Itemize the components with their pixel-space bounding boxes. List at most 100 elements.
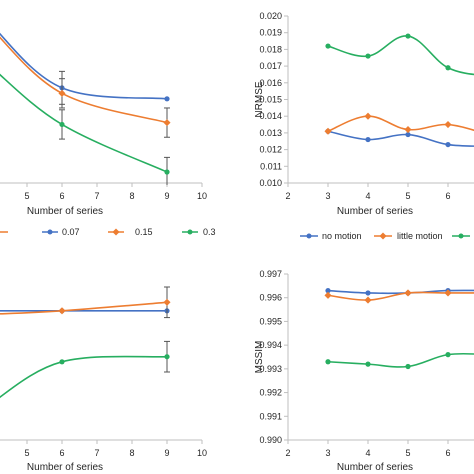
y-tick-label: 0.020 bbox=[259, 11, 282, 21]
x-tick-label: 5 bbox=[24, 191, 29, 201]
y-axis-label: MSSIM bbox=[254, 341, 265, 374]
legend-item: 0.15 bbox=[108, 227, 153, 237]
series-little-motion bbox=[324, 289, 474, 304]
plot-area bbox=[0, 286, 171, 399]
data-point bbox=[444, 289, 452, 297]
y-tick-label: 0.995 bbox=[259, 316, 282, 326]
y-axis-label: NRMSE bbox=[254, 81, 265, 117]
y-tick-label: 0.992 bbox=[259, 388, 282, 398]
chart-panel-bottom-right: 2 3 4 5 6 0.990 0.991 0.992 0.993 0.994 0.995 0.996… bbox=[254, 269, 474, 473]
legend-marker bbox=[379, 232, 387, 240]
y-tick-label: 0.994 bbox=[259, 340, 282, 350]
legend-item: 0.07 bbox=[42, 227, 80, 237]
legend-item bbox=[452, 233, 470, 239]
x-axis-label: Number of series bbox=[337, 206, 413, 217]
chart-panel-top-left: 5 6 7 8 9 10 Number of series bbox=[0, 32, 207, 217]
legend-marker bbox=[187, 229, 193, 235]
data-point bbox=[365, 53, 371, 59]
data-point bbox=[164, 169, 170, 175]
data-point bbox=[445, 65, 451, 71]
legend-label: little motion bbox=[397, 231, 443, 241]
data-point bbox=[59, 359, 65, 365]
data-point bbox=[365, 361, 371, 367]
data-point bbox=[364, 296, 372, 304]
data-point bbox=[325, 359, 331, 365]
series-line bbox=[327, 115, 474, 132]
chart-panel-top-right: 2 3 4 5 6 0.010 0.011 0.012 0.013 0.014 0.015 0.016… bbox=[254, 11, 474, 217]
series-little-motion bbox=[324, 112, 474, 135]
x-tick-label: 7 bbox=[94, 191, 99, 201]
series-0-15 bbox=[0, 286, 171, 319]
x-tick-label: 6 bbox=[445, 448, 450, 458]
plot-area bbox=[0, 32, 171, 185]
x-tick-label: 4 bbox=[365, 191, 370, 201]
y-tick-label: 0.993 bbox=[259, 364, 282, 374]
data-point bbox=[58, 307, 66, 315]
data-point bbox=[445, 141, 451, 148]
series-line bbox=[0, 32, 168, 100]
data-point bbox=[405, 33, 411, 39]
series-line bbox=[327, 352, 474, 368]
series-line bbox=[327, 35, 474, 76]
data-point bbox=[325, 288, 331, 294]
data-point bbox=[58, 89, 66, 97]
data-point bbox=[404, 289, 412, 297]
legend-label: 0.3 bbox=[203, 227, 216, 237]
x-tick-label: 10 bbox=[197, 191, 207, 201]
y-tick-label: 0.990 bbox=[259, 435, 282, 445]
series-0-07 bbox=[0, 32, 170, 105]
legend-item: little motion bbox=[374, 231, 443, 241]
y-tick-label: 0.019 bbox=[259, 28, 282, 38]
data-point bbox=[163, 298, 171, 306]
plot-area bbox=[324, 33, 474, 148]
legend-right: no motion little motion bbox=[300, 231, 470, 241]
data-point bbox=[405, 131, 411, 138]
x-tick-label: 9 bbox=[164, 191, 169, 201]
y-tick-label: 0.018 bbox=[259, 44, 282, 54]
series-series-2 bbox=[325, 352, 474, 370]
x-axis-label: Number of series bbox=[27, 462, 103, 473]
data-point bbox=[163, 119, 171, 127]
legend-label: no motion bbox=[322, 231, 362, 241]
x-tick-label: 4 bbox=[365, 448, 370, 458]
y-tick-label: 0.996 bbox=[259, 293, 282, 303]
y-tick-label: 0.011 bbox=[260, 161, 282, 171]
x-axis-label: Number of series bbox=[337, 462, 413, 473]
data-point bbox=[325, 43, 331, 49]
data-point bbox=[59, 121, 65, 128]
x-tick-label: 10 bbox=[197, 448, 207, 458]
series-line bbox=[0, 355, 168, 399]
data-point bbox=[164, 354, 170, 360]
x-tick-label: 8 bbox=[129, 448, 134, 458]
y-tick-label: 0.997 bbox=[259, 269, 282, 279]
x-tick-label: 5 bbox=[405, 448, 410, 458]
data-point bbox=[324, 291, 332, 299]
data-point bbox=[444, 121, 452, 129]
data-point bbox=[365, 290, 371, 296]
y-tick-label: 0.016 bbox=[259, 78, 282, 88]
y-tick-label: 0.015 bbox=[259, 95, 282, 105]
legend-label: 0.15 bbox=[135, 227, 153, 237]
series-0-3 bbox=[0, 73, 170, 185]
x-tick-label: 3 bbox=[325, 191, 330, 201]
y-tick-label: 0.012 bbox=[259, 145, 282, 155]
legend-marker bbox=[458, 233, 464, 239]
legend-label: 0.07 bbox=[62, 227, 80, 237]
y-tick-label: 0.014 bbox=[259, 111, 282, 121]
series-0-3 bbox=[0, 340, 170, 399]
x-tick-label: 7 bbox=[94, 448, 99, 458]
legend-item: 0.3 bbox=[182, 227, 216, 237]
series-line bbox=[0, 73, 168, 173]
data-point bbox=[405, 363, 411, 370]
x-tick-label: 2 bbox=[285, 448, 290, 458]
series-series-2 bbox=[325, 33, 474, 76]
series-line bbox=[327, 130, 474, 147]
y-tick-label: 0.010 bbox=[259, 178, 282, 188]
data-point bbox=[164, 96, 170, 102]
series-line bbox=[0, 301, 168, 315]
data-point bbox=[445, 352, 451, 358]
series-0-15 bbox=[0, 36, 171, 138]
data-point bbox=[404, 126, 412, 134]
data-point bbox=[365, 136, 371, 143]
series-no-motion bbox=[325, 128, 474, 148]
